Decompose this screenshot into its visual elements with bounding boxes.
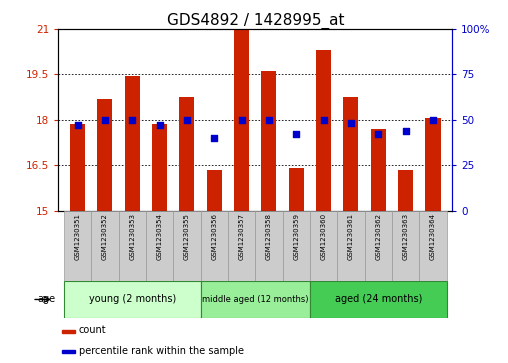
Bar: [234, 28, 249, 211]
Point: [210, 135, 218, 141]
Point: [347, 121, 355, 126]
Bar: [125, 76, 140, 211]
Text: GSM1230352: GSM1230352: [102, 213, 108, 260]
Text: GSM1230351: GSM1230351: [75, 213, 81, 260]
Point: [265, 117, 273, 123]
Point: [101, 117, 109, 123]
Point: [238, 117, 246, 123]
Bar: [118, 211, 146, 281]
Text: GSM1230360: GSM1230360: [321, 213, 327, 260]
Bar: [91, 211, 118, 281]
Point: [374, 131, 383, 137]
Bar: [398, 170, 413, 211]
Bar: [282, 211, 310, 281]
Bar: [173, 211, 201, 281]
Bar: [289, 168, 304, 211]
Text: GSM1230356: GSM1230356: [211, 213, 217, 260]
Text: GSM1230353: GSM1230353: [129, 213, 135, 260]
Text: aged (24 months): aged (24 months): [335, 294, 422, 305]
Bar: [310, 211, 337, 281]
Point: [155, 122, 164, 128]
Bar: [256, 211, 282, 281]
Text: GSM1230354: GSM1230354: [156, 213, 163, 260]
Bar: [316, 50, 331, 211]
Bar: [419, 211, 447, 281]
Point: [429, 117, 437, 123]
Text: young (2 months): young (2 months): [88, 294, 176, 305]
Bar: [262, 72, 276, 211]
Bar: [365, 211, 392, 281]
Point: [183, 117, 191, 123]
Bar: [426, 118, 440, 211]
Point: [320, 117, 328, 123]
Bar: [64, 281, 201, 318]
Text: GSM1230358: GSM1230358: [266, 213, 272, 260]
Text: count: count: [79, 325, 107, 335]
Bar: [98, 99, 112, 211]
Text: GSM1230362: GSM1230362: [375, 213, 382, 260]
Bar: [62, 350, 75, 353]
Text: GSM1230357: GSM1230357: [239, 213, 244, 260]
Point: [74, 122, 82, 128]
Text: GSM1230359: GSM1230359: [293, 213, 299, 260]
Bar: [343, 97, 359, 211]
Bar: [64, 211, 91, 281]
Bar: [201, 211, 228, 281]
Bar: [70, 125, 85, 211]
Point: [402, 128, 410, 134]
Point: [292, 131, 300, 137]
Point: [128, 117, 136, 123]
Bar: [392, 211, 419, 281]
Text: percentile rank within the sample: percentile rank within the sample: [79, 346, 244, 356]
Bar: [310, 281, 447, 318]
Text: GSM1230364: GSM1230364: [430, 213, 436, 260]
Text: GSM1230361: GSM1230361: [348, 213, 354, 260]
Text: age: age: [38, 294, 56, 305]
Text: GSM1230355: GSM1230355: [184, 213, 190, 260]
Bar: [179, 97, 195, 211]
Bar: [201, 281, 310, 318]
Title: GDS4892 / 1428995_at: GDS4892 / 1428995_at: [167, 13, 344, 29]
Bar: [371, 129, 386, 211]
Bar: [62, 330, 75, 333]
Bar: [146, 211, 173, 281]
Text: middle aged (12 months): middle aged (12 months): [202, 295, 308, 304]
Bar: [228, 211, 255, 281]
Bar: [337, 211, 365, 281]
Bar: [207, 170, 222, 211]
Bar: [152, 125, 167, 211]
Text: GSM1230363: GSM1230363: [403, 213, 408, 260]
